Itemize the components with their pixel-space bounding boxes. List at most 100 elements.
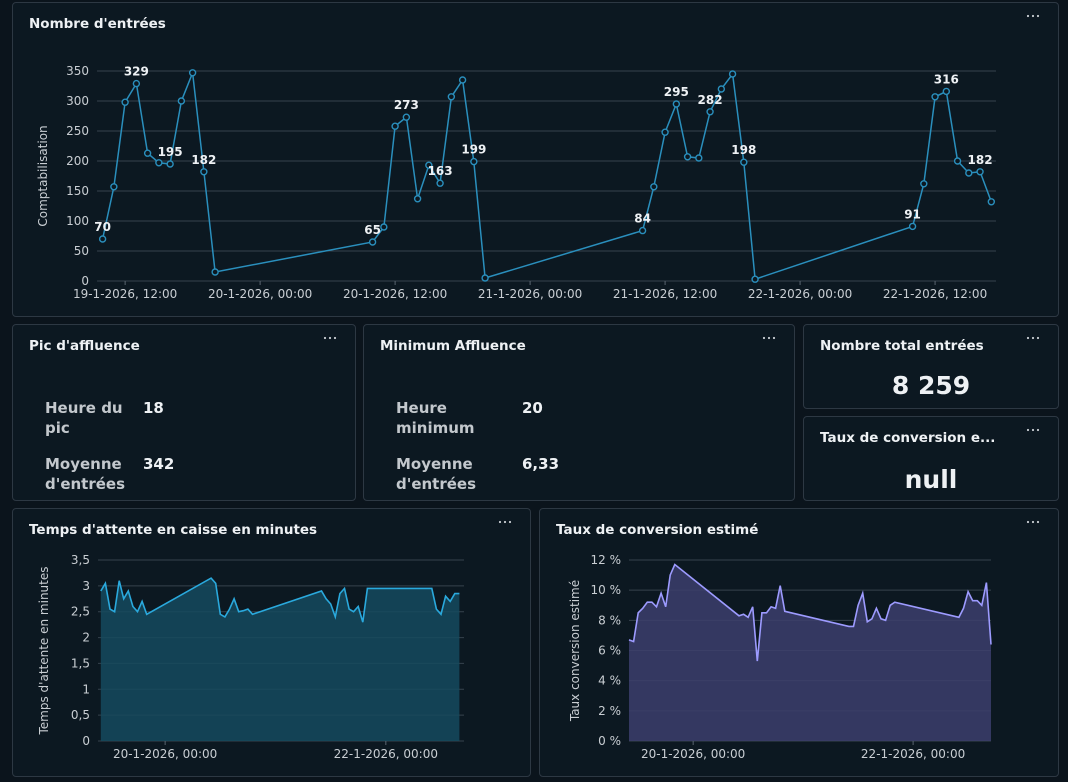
menu-dot <box>1031 428 1035 432</box>
point <box>447 93 456 101</box>
y-tick-label: 10 % <box>591 583 622 597</box>
data-label: 182 <box>191 153 216 167</box>
chart: 0 50 100 150 200 250 300 350 19-1-2026, 12:00 20-… <box>36 64 996 301</box>
panel-title: Nombre total entrées <box>820 338 984 354</box>
menu-dot <box>1036 336 1040 340</box>
point <box>98 235 107 243</box>
data-label: 295 <box>664 85 689 99</box>
row-label: Heure minimum <box>396 399 475 437</box>
y-tick-label: 1,5 <box>71 656 90 670</box>
point <box>728 70 737 78</box>
point <box>470 157 478 166</box>
menu-dot <box>328 336 332 340</box>
data-label: 198 <box>731 143 756 157</box>
point <box>965 169 973 177</box>
point <box>110 183 118 191</box>
panel-title: Pic d'affluence <box>29 338 140 354</box>
data-label: 91 <box>904 207 921 221</box>
menu-dot <box>1031 336 1035 340</box>
area <box>100 578 460 741</box>
kpi-panel: Nombre total entrées 8 259 <box>803 324 1059 409</box>
point <box>458 76 467 84</box>
y-tick-label: 6 % <box>598 644 621 658</box>
y-tick-label: 300 <box>66 94 89 108</box>
x-tick-label: 22-1-2026, 00:00 <box>748 287 852 301</box>
point <box>425 161 433 169</box>
point <box>920 180 928 188</box>
menu-button[interactable] <box>1026 427 1040 433</box>
data-label: 329 <box>124 65 149 79</box>
data-label: 65 <box>364 223 381 237</box>
y-tick-label: 350 <box>66 64 89 78</box>
card-panel: Minimum Affluence Heure minimum 20 Moyenn… <box>363 324 795 501</box>
x-tick-label: 22-1-2026, 00:00 <box>861 747 965 761</box>
menu-dot <box>1036 14 1040 18</box>
row-value: 18 <box>143 399 164 417</box>
y-tick-label: 1 <box>82 682 90 696</box>
x-tick-label: 19-1-2026, 12:00 <box>73 287 177 301</box>
menu-button[interactable] <box>1026 335 1040 341</box>
x-tick-label: 20-1-2026, 00:00 <box>641 747 745 761</box>
point <box>695 154 703 162</box>
x-tick-label: 20-1-2026, 00:00 <box>113 747 217 761</box>
menu-dot <box>508 520 512 524</box>
menu-button[interactable] <box>762 335 776 341</box>
chart-panel: Nombre d'entrées 0 50 100 150 200 250 300 350 19-… <box>12 2 1059 317</box>
point <box>413 195 422 203</box>
point <box>942 87 951 96</box>
menu-button[interactable] <box>1026 519 1040 525</box>
point <box>211 268 219 276</box>
menu-dot <box>1036 428 1040 432</box>
y-tick-label: 150 <box>66 184 89 198</box>
panel-title: Temps d'attente en caisse en minutes <box>29 522 318 538</box>
x-tick-label: 22-1-2026, 00:00 <box>334 747 438 761</box>
y-tick-label: 0 <box>81 274 89 288</box>
menu-dot <box>762 336 766 340</box>
point <box>143 149 152 157</box>
card-row: Moyenne d'entrées 342 <box>45 454 174 494</box>
data-label: 282 <box>698 93 723 107</box>
menu-dot <box>333 336 337 340</box>
menu-button[interactable] <box>1026 13 1040 19</box>
card-row: Heure du pic 18 <box>45 398 164 438</box>
point <box>380 223 388 231</box>
point <box>638 226 647 235</box>
row-value: 6,33 <box>522 455 560 473</box>
y-tick-label: 12 % <box>591 553 622 567</box>
menu-button[interactable] <box>498 519 512 525</box>
panel-title: Taux de conversion e... <box>820 430 996 446</box>
area-line <box>628 563 992 662</box>
point <box>481 274 489 282</box>
menu-dot <box>1026 14 1030 18</box>
card-panel: Pic d'affluence Heure du pic 18 Moyenne d… <box>12 324 356 501</box>
data-label: 182 <box>968 153 993 167</box>
point <box>987 198 996 206</box>
point <box>976 168 984 176</box>
menu-dot <box>1031 14 1035 18</box>
kpi-value: null <box>904 465 958 494</box>
menu-dot <box>1026 336 1030 340</box>
menu-dot <box>1031 520 1035 524</box>
row-value: 20 <box>522 399 543 417</box>
point <box>672 100 681 108</box>
y-tick-label: 100 <box>66 214 89 228</box>
y-axis-label: Comptabilisation <box>36 125 50 226</box>
y-tick-label: 0 <box>82 734 90 748</box>
point <box>188 69 197 77</box>
row-label: Moyenne d'entrées <box>45 455 126 493</box>
data-label: 316 <box>934 72 959 86</box>
y-tick-label: 4 % <box>598 674 621 688</box>
panel-title: Taux de conversion estimé <box>556 522 759 538</box>
menu-dot <box>323 336 327 340</box>
panel-title: Nombre d'entrées <box>29 16 166 32</box>
point <box>368 238 377 246</box>
y-tick-label: 3 <box>82 579 90 593</box>
point <box>650 183 658 191</box>
menu-button[interactable] <box>323 335 337 341</box>
kpi-value: 8 259 <box>891 371 971 400</box>
point <box>166 160 174 168</box>
menu-dot <box>1036 520 1040 524</box>
data-label: 70 <box>94 220 111 234</box>
y-tick-label: 3,5 <box>71 553 90 567</box>
kpi-panel: Taux de conversion e... null <box>803 416 1059 501</box>
